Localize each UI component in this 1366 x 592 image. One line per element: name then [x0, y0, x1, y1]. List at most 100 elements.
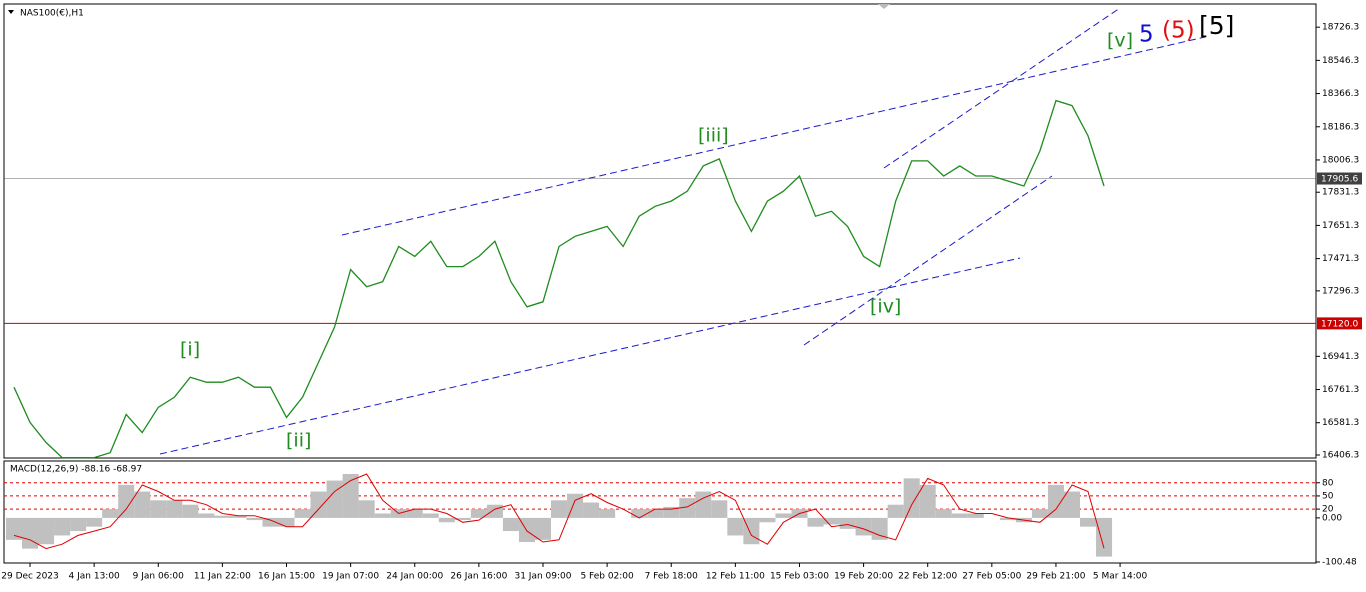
- macd-bar: [551, 500, 568, 518]
- macd-bar: [1047, 484, 1064, 518]
- macd-bar: [823, 517, 840, 525]
- macd-bar: [438, 517, 455, 523]
- trendlines: [159, 7, 1206, 455]
- trendline: [803, 175, 1053, 346]
- y-tick-label: 16761.3: [1322, 385, 1359, 395]
- macd-bar: [775, 513, 792, 518]
- x-tick-label: 12 Feb 11:00: [706, 572, 765, 582]
- x-tick-label: 11 Jan 22:00: [194, 572, 251, 582]
- wave-label: [iii]: [698, 125, 729, 147]
- macd-bar: [759, 517, 776, 523]
- macd-bar: [262, 517, 279, 527]
- macd-bar: [294, 509, 311, 518]
- macd-bar: [246, 517, 263, 521]
- macd-bar: [871, 517, 888, 540]
- macd-bar: [470, 509, 487, 518]
- x-tick-label: 29 Feb 21:00: [1026, 572, 1085, 582]
- macd-bar: [999, 517, 1016, 521]
- y-tick-label: 0.00: [1322, 513, 1342, 523]
- price-line: [13, 99, 1105, 459]
- y-tick-label: 18546.3: [1322, 56, 1359, 66]
- macd-bar: [406, 509, 423, 518]
- x-tick-label: 31 Jan 09:00: [514, 572, 571, 582]
- y-tick-label: 17471.3: [1322, 254, 1359, 264]
- macd-bar: [583, 502, 600, 518]
- macd-bar: [887, 504, 904, 518]
- macd-frame: [3, 460, 1317, 564]
- x-tick-label: 19 Jan 07:00: [322, 572, 379, 582]
- macd-bar: [166, 500, 183, 518]
- macd-bar: [150, 500, 167, 518]
- y-tick-label: 20: [1322, 505, 1334, 515]
- macd-bar: [935, 509, 952, 518]
- macd-bar: [54, 517, 71, 536]
- macd-bar: [214, 515, 231, 518]
- wave-label: [v]: [1107, 30, 1133, 52]
- macd-bar: [86, 517, 103, 527]
- macd-bar: [278, 517, 295, 527]
- trendline: [159, 257, 1021, 455]
- macd-bar: [486, 504, 503, 518]
- x-tick-label: 22 Feb 12:00: [898, 572, 957, 582]
- x-tick-label: 19 Feb 20:00: [834, 572, 893, 582]
- x-tick-label: 7 Feb 18:00: [645, 572, 699, 582]
- macd-bar: [663, 506, 680, 518]
- y-tick-label: 18006.3: [1322, 155, 1359, 165]
- macd-bar: [631, 509, 648, 518]
- wave-label: 5: [1139, 22, 1154, 48]
- price-label-box: [1317, 317, 1362, 330]
- macd-bar: [5, 517, 23, 540]
- y-tick-label: 16941.3: [1322, 352, 1359, 362]
- signal-line: [13, 473, 1105, 550]
- y-tick-label: 16581.3: [1322, 418, 1359, 428]
- macd-bar: [358, 500, 375, 518]
- macd-bar: [534, 517, 552, 540]
- price-label-box: [1317, 172, 1362, 185]
- menu-arrow: [8, 10, 14, 14]
- symbol-title: NAS100(€),H1: [20, 9, 84, 19]
- price-label: 17120.0: [1321, 319, 1358, 329]
- macd-bar: [134, 491, 151, 518]
- macd-bar: [919, 484, 936, 518]
- macd-bar: [743, 517, 760, 545]
- macd-bar: [903, 478, 920, 518]
- macd-bar: [807, 517, 824, 527]
- macd-bar: [230, 515, 247, 518]
- x-tick-label: 29 Dec 2023: [1, 572, 59, 582]
- macd-bar: [695, 491, 712, 518]
- wave-label: (5): [1162, 18, 1195, 44]
- macd-bar: [38, 517, 55, 545]
- x-tick-label: 27 Feb 05:00: [962, 572, 1021, 582]
- macd-bar: [727, 517, 744, 536]
- macd-bar: [70, 517, 87, 532]
- wave-label: [i]: [180, 339, 200, 361]
- macd-bar: [1079, 517, 1097, 527]
- macd-bar: [951, 513, 968, 518]
- main-frame: [3, 3, 1317, 459]
- y-tick-label: 17831.3: [1322, 188, 1359, 198]
- macd-bar: [422, 513, 439, 518]
- macd-bar: [967, 513, 984, 518]
- macd-bar: [182, 504, 199, 518]
- macd-bar: [567, 493, 584, 518]
- macd-bar: [198, 513, 215, 518]
- x-tick-label: 24 Jan 00:00: [386, 572, 443, 582]
- x-tick-label: 16 Jan 15:00: [258, 572, 315, 582]
- x-tick-label: 4 Jan 13:00: [69, 572, 121, 582]
- y-tick-label: 16406.3: [1322, 450, 1359, 460]
- x-tick-label: 26 Jan 16:00: [450, 572, 507, 582]
- macd-bar: [599, 509, 616, 518]
- macd-bar: [326, 480, 343, 518]
- macd-bar: [102, 509, 119, 518]
- shift-marker: [878, 4, 890, 9]
- y-tick-label: 18186.3: [1322, 122, 1359, 132]
- x-tick-label: 9 Jan 06:00: [133, 572, 185, 582]
- macd-bar: [647, 509, 664, 518]
- macd-bar: [374, 513, 391, 518]
- macd-bar: [855, 517, 872, 536]
- macd-bar: [454, 517, 471, 521]
- x-tick-label: 5 Feb 02:00: [580, 572, 634, 582]
- x-tick-label: 5 Mar 14:00: [1093, 572, 1148, 582]
- y-tick-label: 18726.3: [1322, 23, 1359, 33]
